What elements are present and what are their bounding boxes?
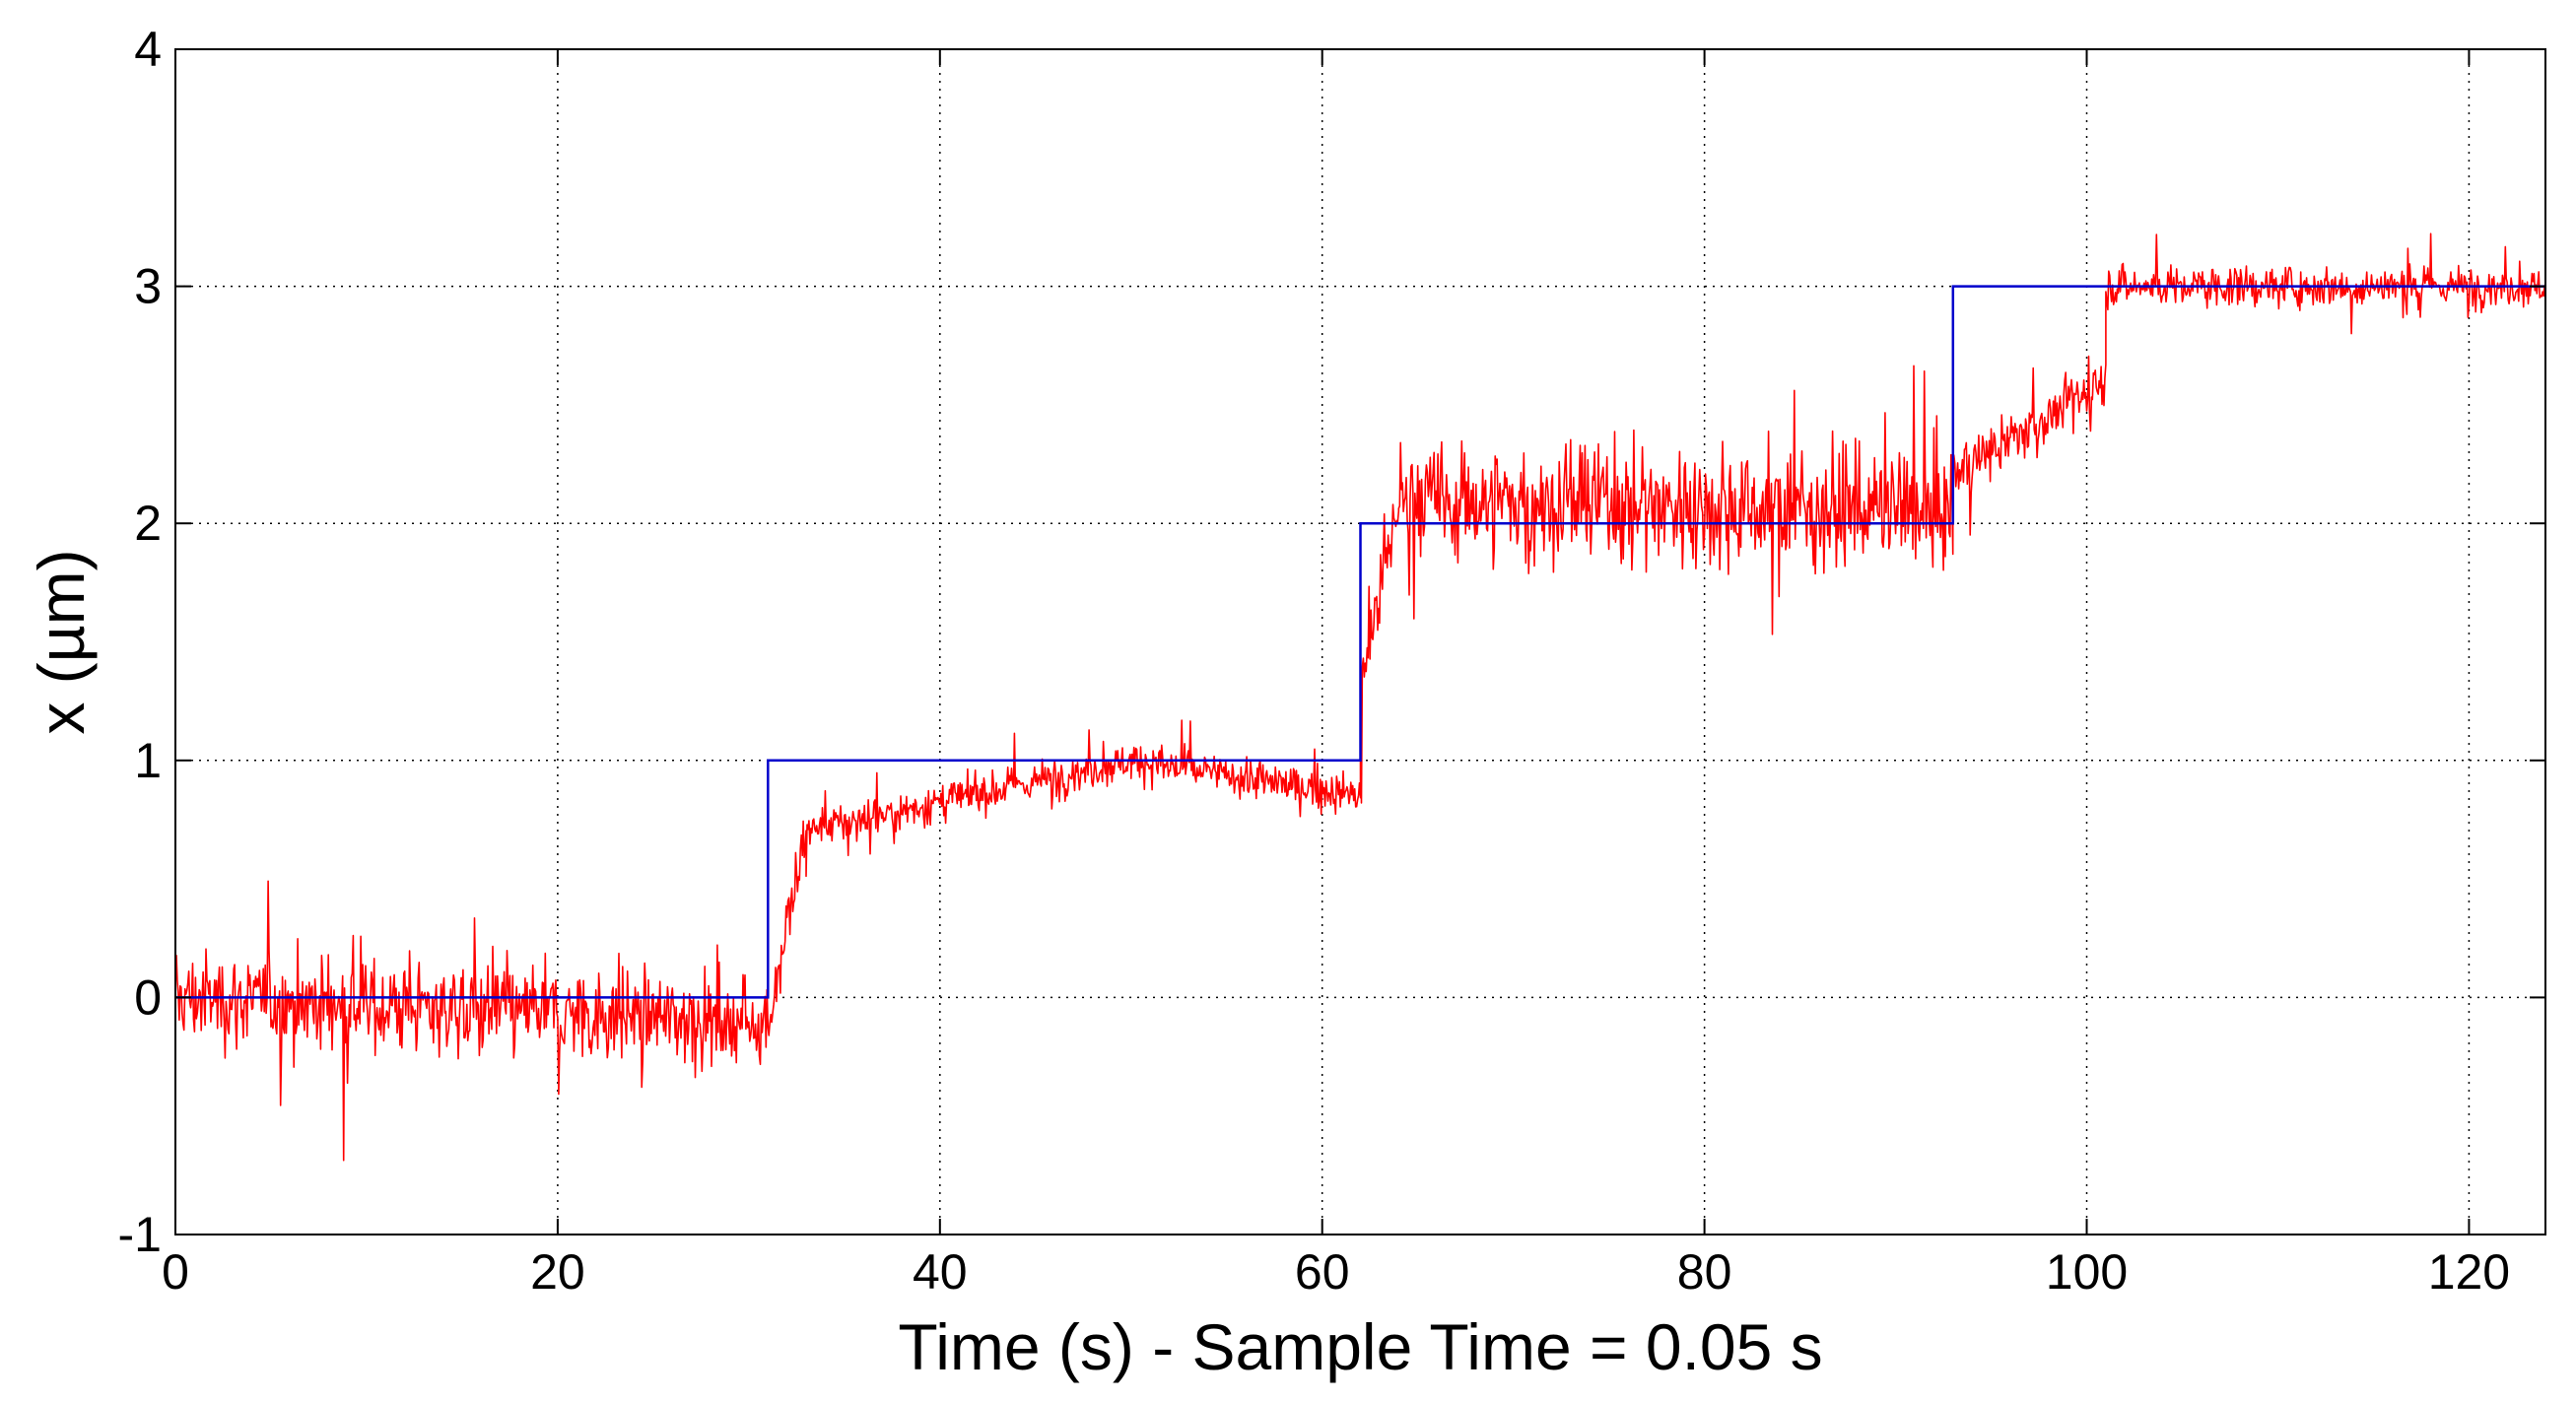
y-tick-label: 4 [134,22,162,77]
plot-lines [174,233,2546,1162]
plot-frame [174,48,2546,1235]
x-tick-label: 100 [2046,1244,2128,1300]
x-tick-label: 0 [162,1244,189,1300]
x-tick-label: 20 [530,1244,585,1300]
y-tick-label: 3 [134,259,162,314]
y-tick-label: 2 [134,496,162,551]
y-tick-label: -1 [118,1207,162,1262]
y-axis-label: x (µm) [25,549,98,734]
y-tick-label: 1 [134,733,162,788]
y-tick-label: 0 [134,969,162,1025]
x-axis-label: Time (s) - Sample Time = 0.05 s [898,1310,1822,1383]
x-tick-label: 40 [913,1244,968,1300]
x-tick-label: 120 [2428,1244,2510,1300]
x-tick-label: 80 [1677,1244,1732,1300]
series-setpoint-line [175,285,2545,999]
x-tick-label: 60 [1295,1244,1350,1300]
